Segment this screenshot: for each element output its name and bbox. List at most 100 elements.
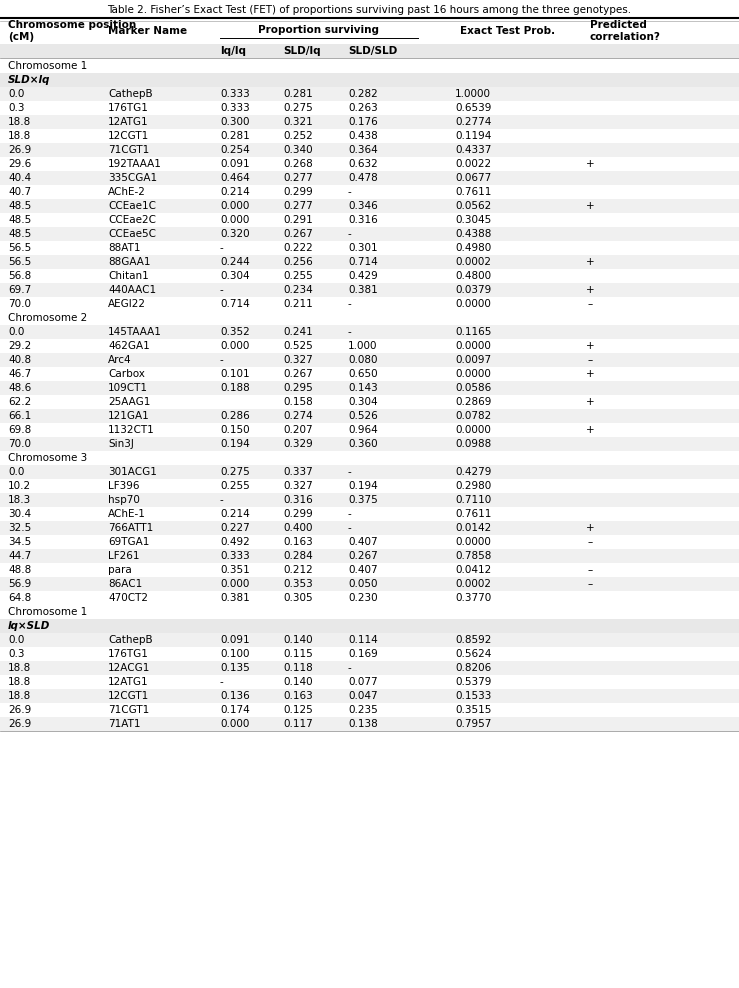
Text: Arc4: Arc4 [108, 355, 132, 365]
Text: 0.281: 0.281 [283, 89, 313, 99]
Bar [0, 577, 739, 591]
Text: 32.5: 32.5 [8, 523, 31, 533]
Text: 0.351: 0.351 [220, 565, 250, 575]
Text: 56.9: 56.9 [8, 579, 31, 589]
Text: +: + [586, 523, 594, 533]
Bar [0, 717, 739, 731]
Text: +: + [586, 257, 594, 267]
Text: 30.4: 30.4 [8, 509, 31, 519]
Text: +: + [586, 201, 594, 211]
Text: Predicted
correlation?: Predicted correlation? [590, 20, 661, 41]
Bar [0, 297, 739, 311]
Text: 0.0: 0.0 [8, 89, 24, 99]
Text: 0.286: 0.286 [220, 411, 250, 421]
Text: 0.375: 0.375 [348, 495, 378, 505]
Text: 0.0022: 0.0022 [455, 159, 491, 169]
Bar [0, 367, 739, 381]
Text: 0.277: 0.277 [283, 201, 313, 211]
Text: 0.333: 0.333 [220, 551, 250, 561]
Text: 0.0002: 0.0002 [455, 257, 491, 267]
Text: 335CGA1: 335CGA1 [108, 173, 157, 183]
Text: Carbox: Carbox [108, 369, 145, 379]
Text: 0.176: 0.176 [348, 117, 378, 127]
Text: 0.525: 0.525 [283, 341, 313, 351]
Text: -: - [348, 327, 352, 337]
Text: -: - [220, 495, 224, 505]
Bar [0, 437, 739, 451]
Text: 0.381: 0.381 [220, 593, 250, 603]
Text: 0.407: 0.407 [348, 537, 378, 547]
Bar [0, 549, 739, 563]
Text: 0.305: 0.305 [283, 593, 313, 603]
Text: CCEae2C: CCEae2C [108, 215, 156, 225]
Text: 48.8: 48.8 [8, 565, 31, 575]
Text: 145TAAA1: 145TAAA1 [108, 327, 162, 337]
Text: 0.8592: 0.8592 [455, 635, 491, 645]
Text: -: - [220, 243, 224, 253]
Text: 18.8: 18.8 [8, 677, 31, 687]
Text: 0.5624: 0.5624 [455, 649, 491, 659]
Text: 0.136: 0.136 [220, 691, 250, 701]
Text: -: - [348, 523, 352, 533]
Text: 69TGA1: 69TGA1 [108, 537, 149, 547]
Bar [0, 213, 739, 227]
Text: SLD/SLD: SLD/SLD [348, 46, 398, 56]
Text: 0.526: 0.526 [348, 411, 378, 421]
Text: 0.100: 0.100 [220, 649, 250, 659]
Text: 0.000: 0.000 [220, 579, 249, 589]
Bar [0, 129, 739, 143]
Text: 0.255: 0.255 [220, 481, 250, 491]
Text: Chromosome 2: Chromosome 2 [8, 313, 87, 323]
Text: Exact Test Prob.: Exact Test Prob. [460, 26, 555, 36]
Bar [0, 507, 739, 521]
Text: 0.222: 0.222 [283, 243, 313, 253]
Text: lq/lq: lq/lq [220, 46, 246, 56]
Text: 69.7: 69.7 [8, 285, 31, 295]
Text: 66.1: 66.1 [8, 411, 31, 421]
Text: 0.7957: 0.7957 [455, 719, 491, 729]
Text: –: – [588, 537, 593, 547]
Text: SLD/lq: SLD/lq [283, 46, 321, 56]
Text: CCEae1C: CCEae1C [108, 201, 156, 211]
Bar [0, 409, 739, 423]
Text: Chromosome 3: Chromosome 3 [8, 453, 87, 463]
Bar [0, 101, 739, 115]
Bar [0, 633, 739, 647]
Text: 462GA1: 462GA1 [108, 341, 150, 351]
Text: LF396: LF396 [108, 481, 140, 491]
Text: CathepB: CathepB [108, 89, 153, 99]
Text: 48.5: 48.5 [8, 201, 31, 211]
Text: 0.000: 0.000 [220, 215, 249, 225]
Bar [0, 241, 739, 255]
Text: 0.114: 0.114 [348, 635, 378, 645]
Bar [0, 325, 739, 339]
Text: Proportion surviving: Proportion surviving [259, 25, 380, 35]
Text: 0.316: 0.316 [283, 495, 313, 505]
Text: Table 2. Fisher’s Exact Test (FET) of proportions surviving past 16 hours among : Table 2. Fisher’s Exact Test (FET) of pr… [107, 5, 632, 15]
Bar [0, 227, 739, 241]
Text: 56.8: 56.8 [8, 271, 31, 281]
Text: 0.256: 0.256 [283, 257, 313, 267]
Text: 0.1533: 0.1533 [455, 691, 491, 701]
Text: 0.143: 0.143 [348, 383, 378, 393]
Text: 18.8: 18.8 [8, 131, 31, 141]
Text: 0.118: 0.118 [283, 663, 313, 673]
Text: AChE-2: AChE-2 [108, 187, 146, 197]
Text: 64.8: 64.8 [8, 593, 31, 603]
Text: 0.1165: 0.1165 [455, 327, 491, 337]
Text: –: – [588, 565, 593, 575]
Text: 0.101: 0.101 [220, 369, 250, 379]
Text: 0.0: 0.0 [8, 635, 24, 645]
Bar [0, 521, 739, 535]
Text: 0.0988: 0.0988 [455, 439, 491, 449]
Text: 0.2869: 0.2869 [455, 397, 491, 407]
Text: 0.140: 0.140 [283, 635, 313, 645]
Text: 0.0379: 0.0379 [455, 285, 491, 295]
Text: 0.0000: 0.0000 [455, 537, 491, 547]
Text: 0.235: 0.235 [348, 705, 378, 715]
Text: +: + [586, 397, 594, 407]
Text: 0.714: 0.714 [348, 257, 378, 267]
Text: 1132CT1: 1132CT1 [108, 425, 154, 435]
Bar [0, 703, 739, 717]
Bar [0, 143, 739, 157]
